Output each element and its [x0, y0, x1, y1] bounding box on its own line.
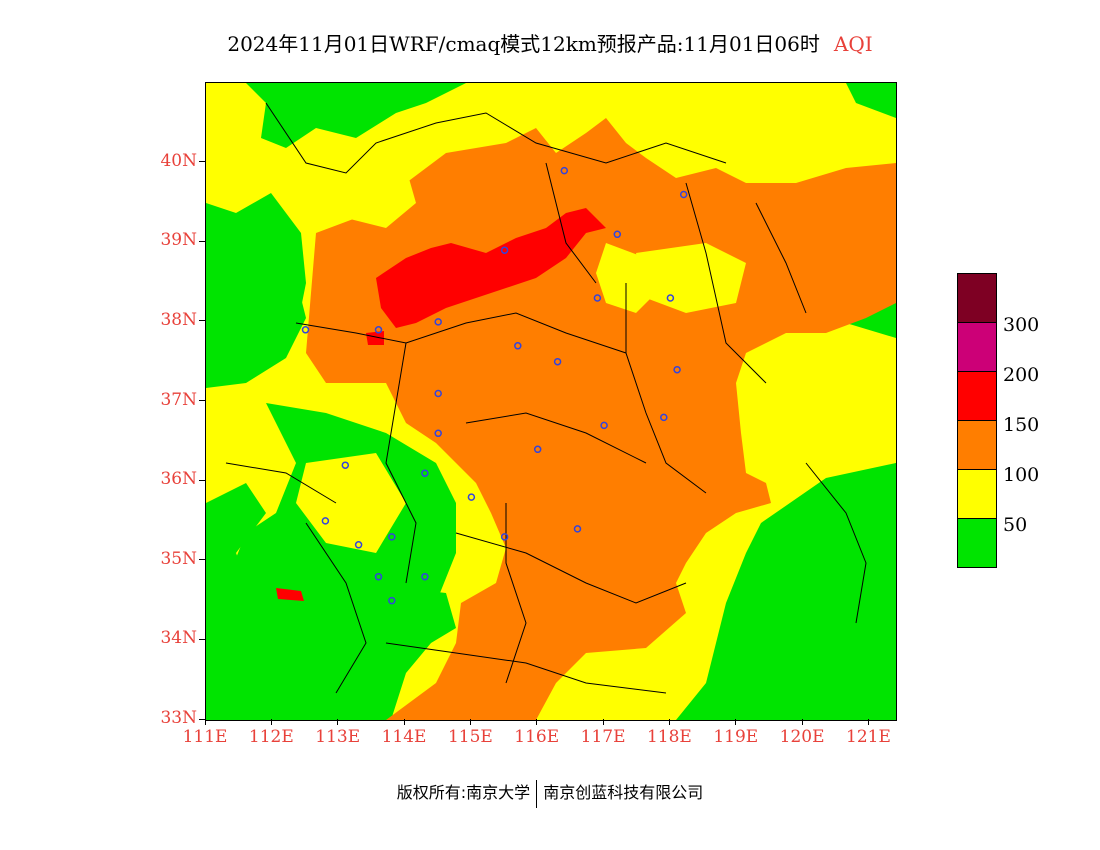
aqi-map-svg [206, 83, 896, 720]
title-main: 2024年11月01日WRF/cmaq模式12km预报产品:11月01日06时 [227, 32, 820, 56]
x-tick-label: 116E [514, 727, 560, 747]
legend-box-moderate [957, 469, 997, 519]
x-tick-label: 117E [580, 727, 626, 747]
x-tick-label: 118E [646, 727, 692, 747]
x-tick [801, 719, 803, 725]
zone-moderate-southwest-patch [296, 453, 406, 553]
x-tick-label: 120E [779, 727, 825, 747]
boundaries [225, 102, 867, 694]
y-tick [199, 161, 205, 163]
zone-moderate-north [346, 168, 416, 228]
map-title: 2024年11月01日WRF/cmaq模式12km预报产品:11月01日06时 A… [0, 28, 1100, 57]
legend-colorbar [957, 273, 997, 568]
x-tick [469, 719, 471, 725]
city-station-marker[interactable] [354, 541, 363, 549]
x-tick [337, 719, 339, 725]
y-tick [199, 479, 205, 481]
city-station-marker[interactable] [600, 421, 608, 430]
city-station-marker[interactable] [421, 469, 429, 477]
y-tick-label: 38N [160, 309, 197, 330]
aqi-map[interactable] [205, 82, 897, 721]
x-tick [867, 719, 869, 725]
city-station-marker[interactable] [500, 246, 509, 254]
legend-box-good [957, 518, 997, 568]
y-tick-label: 36N [160, 469, 197, 490]
y-tick [199, 240, 205, 242]
x-tick [602, 719, 604, 725]
city-station-marker[interactable] [573, 525, 582, 533]
copyright-right: 南京创蓝科技有限公司 [543, 783, 704, 802]
x-tick [204, 719, 206, 725]
x-tick-label: 112E [248, 727, 294, 747]
city-station-marker[interactable] [500, 533, 509, 541]
city-station-marker[interactable] [514, 342, 522, 350]
x-tick-label: 121E [846, 727, 891, 747]
city-station-marker[interactable] [467, 493, 476, 501]
y-tick-label: 34N [160, 628, 197, 649]
legend-label-100: 100 [1003, 464, 1040, 486]
station-markers [301, 166, 688, 605]
legend-box-hazardous [957, 273, 997, 323]
city-station-marker[interactable] [374, 572, 383, 581]
zone-good-west-1 [206, 233, 306, 388]
y-tick-label: 37N [160, 389, 197, 410]
city-station-marker[interactable] [533, 445, 542, 454]
city-station-marker[interactable] [388, 596, 396, 605]
zone-moderate-east [636, 243, 746, 313]
y-tick [199, 320, 205, 322]
city-station-marker[interactable] [321, 517, 330, 525]
y-tick [199, 718, 205, 720]
city-station-marker[interactable] [301, 326, 310, 334]
city-station-marker[interactable] [593, 294, 602, 302]
x-tick [270, 719, 272, 725]
legend-box-very-unhealthy [957, 322, 997, 372]
city-station-marker[interactable] [341, 461, 350, 469]
city-station-marker[interactable] [673, 365, 681, 374]
y-tick [199, 638, 205, 640]
legend-label-300: 300 [1003, 314, 1040, 336]
city-station-marker[interactable] [374, 326, 383, 334]
city-station-marker[interactable] [434, 318, 442, 326]
x-tick-label: 113E [315, 727, 361, 747]
city-station-marker[interactable] [388, 533, 396, 541]
legend-label-200: 200 [1003, 364, 1040, 386]
city-station-marker[interactable] [679, 190, 688, 199]
city-station-marker[interactable] [421, 572, 429, 581]
city-station-marker[interactable] [666, 294, 675, 302]
city-station-marker[interactable] [434, 389, 442, 398]
y-tick [199, 559, 205, 561]
y-tick [199, 400, 205, 401]
zone-unhealthy-small-1 [366, 331, 384, 345]
city-station-marker[interactable] [560, 166, 569, 175]
copyright-separator [536, 779, 538, 808]
y-tick-label: 39N [160, 230, 197, 251]
copyright: 版权所有:南京大学 南京创蓝科技有限公司 [0, 779, 1100, 808]
city-station-marker[interactable] [553, 357, 562, 366]
zone-unhealthy-small-2 [276, 588, 304, 601]
zone-unhealthy [376, 208, 606, 328]
legend-label-150: 150 [1003, 414, 1040, 436]
x-tick-label: 119E [713, 727, 759, 747]
city-station-marker[interactable] [434, 429, 442, 438]
x-tick-label: 111E [182, 727, 228, 747]
legend-label-50: 50 [1003, 514, 1028, 536]
x-tick [403, 719, 405, 725]
x-tick [536, 719, 538, 725]
copyright-left: 版权所有:南京大学 [396, 783, 531, 802]
legend-box-unhealthy [957, 371, 997, 421]
x-tick-label: 115E [447, 727, 493, 747]
y-tick-label: 40N [160, 150, 197, 171]
title-aqi: AQI [833, 32, 873, 56]
x-tick-label: 114E [381, 727, 427, 747]
city-station-marker[interactable] [660, 413, 668, 422]
x-tick [668, 719, 670, 725]
city-station-marker[interactable] [613, 230, 622, 239]
y-tick-label: 35N [160, 548, 197, 569]
x-tick [735, 719, 737, 725]
legend-box-usg [957, 420, 997, 470]
zone-good-east [716, 463, 896, 720]
y-tick-label: 33N [160, 708, 197, 728]
